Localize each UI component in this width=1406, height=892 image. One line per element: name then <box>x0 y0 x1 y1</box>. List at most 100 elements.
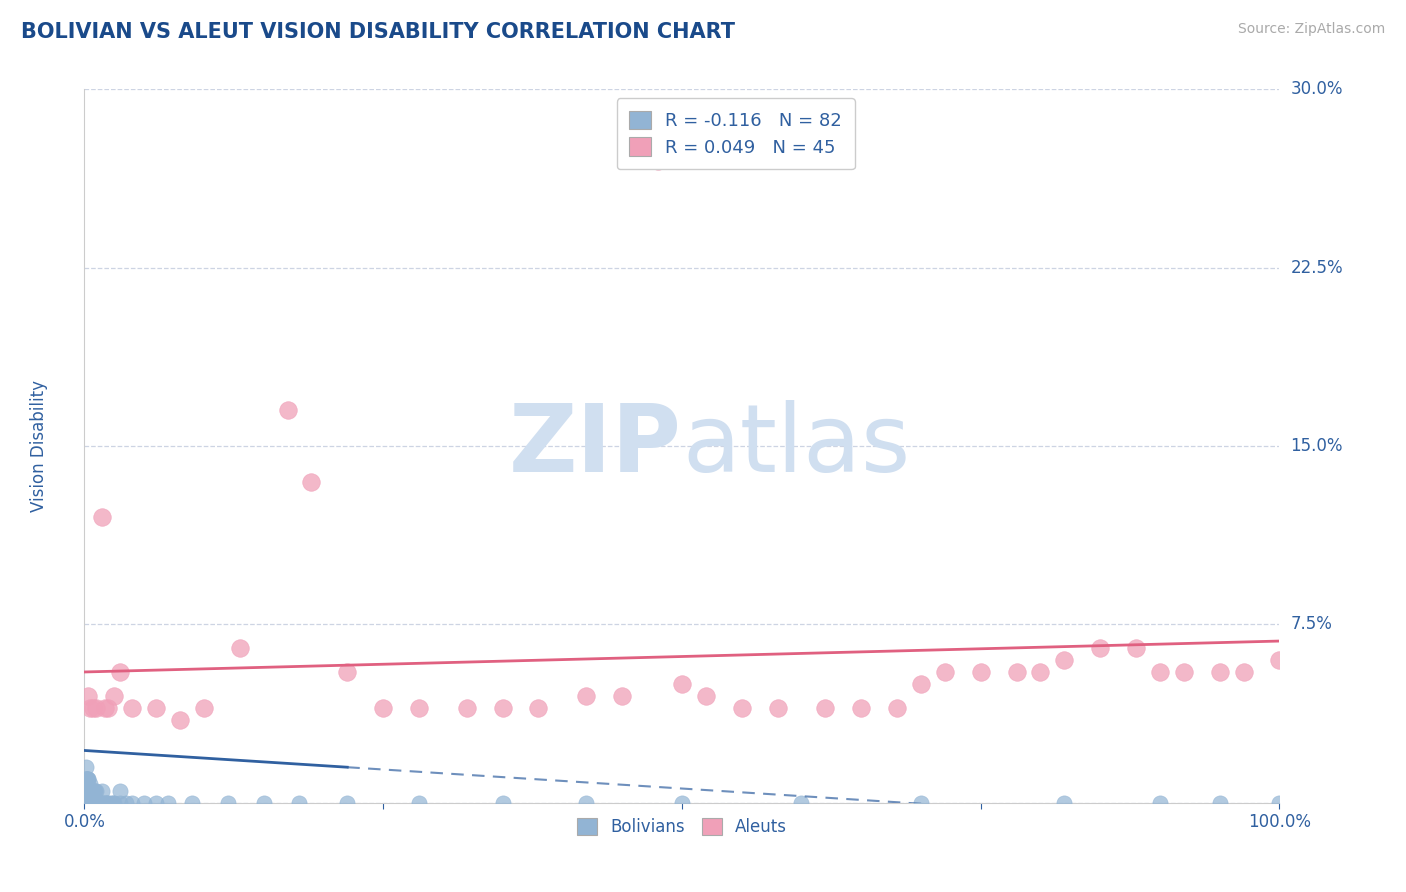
Point <box>910 677 932 691</box>
Point <box>110 796 132 810</box>
Point <box>934 665 956 679</box>
Point <box>336 665 359 679</box>
Point <box>75 796 97 810</box>
Point <box>100 796 122 810</box>
Point <box>75 772 97 786</box>
Point <box>77 796 100 810</box>
Point <box>647 153 669 168</box>
Point <box>79 777 101 791</box>
Point <box>76 784 98 798</box>
Point <box>91 784 114 798</box>
Point <box>612 689 634 703</box>
Point <box>82 700 104 714</box>
Point <box>75 760 97 774</box>
Point <box>157 796 180 810</box>
Point <box>121 700 143 714</box>
Point <box>492 796 515 810</box>
Point <box>75 796 97 810</box>
Point <box>277 403 299 417</box>
Point <box>527 700 550 714</box>
Point <box>1090 641 1112 656</box>
Point <box>575 689 598 703</box>
Point <box>93 796 115 810</box>
Point <box>169 713 191 727</box>
Point <box>86 784 108 798</box>
Point <box>76 784 98 798</box>
Point <box>1173 665 1195 679</box>
Point <box>336 796 359 810</box>
Point <box>79 784 101 798</box>
Point <box>96 796 118 810</box>
Point <box>1053 796 1076 810</box>
Point <box>84 796 107 810</box>
Point <box>110 784 132 798</box>
Point <box>83 784 105 798</box>
Point <box>145 796 167 810</box>
Point <box>115 796 138 810</box>
Point <box>76 796 98 810</box>
Point <box>456 700 478 714</box>
Text: 7.5%: 7.5% <box>1291 615 1333 633</box>
Point <box>79 796 101 810</box>
Point <box>75 784 97 798</box>
Point <box>103 689 125 703</box>
Point <box>671 796 693 810</box>
Point <box>73 784 96 798</box>
Text: atlas: atlas <box>682 400 910 492</box>
Point <box>75 772 97 786</box>
Point <box>79 796 101 810</box>
Point <box>86 796 108 810</box>
Point <box>1005 665 1028 679</box>
Point <box>671 677 693 691</box>
Point <box>766 700 789 714</box>
Point <box>101 796 124 810</box>
Point <box>103 796 125 810</box>
Point <box>75 784 97 798</box>
Point <box>79 700 101 714</box>
Point <box>1149 796 1171 810</box>
Point <box>1029 665 1052 679</box>
Point <box>1209 665 1232 679</box>
Point <box>76 784 98 798</box>
Point <box>229 641 252 656</box>
Point <box>1209 796 1232 810</box>
Point <box>75 796 97 810</box>
Text: Vision Disability: Vision Disability <box>30 380 48 512</box>
Point <box>86 796 108 810</box>
Point <box>790 796 813 810</box>
Point <box>910 796 932 810</box>
Point <box>575 796 598 810</box>
Point <box>87 796 110 810</box>
Point <box>695 689 717 703</box>
Point <box>75 784 97 798</box>
Point <box>76 772 98 786</box>
Point <box>288 796 311 810</box>
Text: 30.0%: 30.0% <box>1291 80 1343 98</box>
Point <box>77 784 100 798</box>
Point <box>77 689 100 703</box>
Point <box>86 700 108 714</box>
Point <box>76 772 98 786</box>
Point <box>80 796 103 810</box>
Point <box>1268 796 1291 810</box>
Point <box>492 700 515 714</box>
Point <box>75 796 97 810</box>
Point <box>84 784 107 798</box>
Point <box>1125 641 1147 656</box>
Text: Source: ZipAtlas.com: Source: ZipAtlas.com <box>1237 22 1385 37</box>
Point <box>1053 653 1076 667</box>
Point <box>82 796 104 810</box>
Point <box>89 796 111 810</box>
Point <box>1149 665 1171 679</box>
Point <box>217 796 239 810</box>
Point <box>851 700 873 714</box>
Point <box>82 784 104 798</box>
Point <box>73 784 96 798</box>
Point <box>93 700 115 714</box>
Point <box>94 796 117 810</box>
Point <box>408 796 430 810</box>
Point <box>77 796 100 810</box>
Point <box>373 700 395 714</box>
Point <box>77 796 100 810</box>
Point <box>145 700 167 714</box>
